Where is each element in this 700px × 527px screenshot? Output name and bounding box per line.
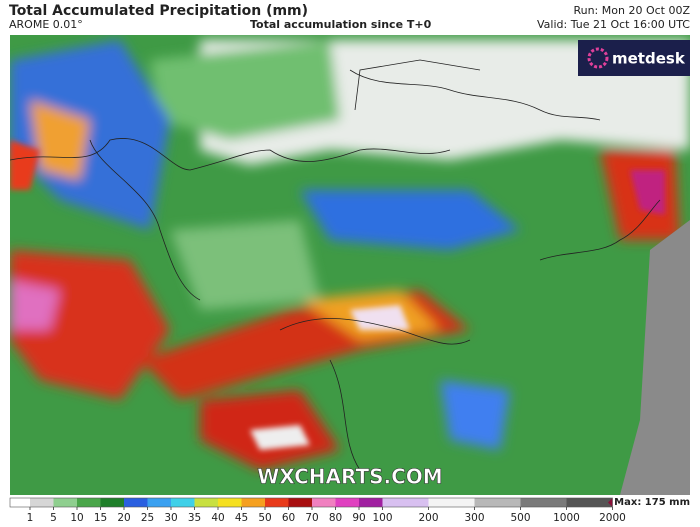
watermark: WXCHARTS.COM <box>257 465 442 489</box>
colorbar-segment <box>171 498 195 507</box>
colorbar-segment <box>312 498 336 507</box>
precip-map <box>10 35 690 495</box>
brand-logo: metdesk <box>578 40 690 76</box>
colorbar-segment <box>474 498 521 507</box>
colorbar-tick-label: 300 <box>464 512 484 524</box>
colorbar-segment <box>147 498 171 507</box>
colorbar-tick-label: 10 <box>70 512 83 524</box>
colorbar-segment <box>520 498 567 507</box>
colorbar-segment <box>30 498 54 507</box>
max-label: Max: 175 mm <box>614 497 690 508</box>
brand: metdesk <box>612 50 686 68</box>
colorbar-tick-label: 25 <box>141 512 154 524</box>
colorbar-tick-label: 30 <box>164 512 177 524</box>
colorbar-segment <box>428 498 475 507</box>
colorbar-tick-label: 35 <box>188 512 201 524</box>
colorbar-segment <box>288 498 312 507</box>
colorbar-segment <box>10 498 30 507</box>
colorbar-segment <box>566 498 613 507</box>
colorbar-tick-label: 60 <box>282 512 295 524</box>
colorbar-tick-label: 70 <box>305 512 318 524</box>
title: Total Accumulated Precipitation (mm) <box>9 3 308 19</box>
colorbar-tick-label: 45 <box>235 512 248 524</box>
colorbar-tick-label: 5 <box>50 512 57 524</box>
colorbar-arrow <box>608 498 613 507</box>
colorbar-segment <box>77 498 101 507</box>
colorbar-tick-label: 100 <box>372 512 392 524</box>
run: Run: Mon 20 Oct 00Z <box>573 4 690 17</box>
borders <box>10 59 661 471</box>
colorbar-segment <box>265 498 289 507</box>
colorbar-tick-label: 1 <box>27 512 34 524</box>
colorbar-segment <box>100 498 124 507</box>
colorbar-segment <box>241 498 265 507</box>
colorbar-tick-label: 50 <box>258 512 271 524</box>
colorbar-tick-label: 40 <box>211 512 224 524</box>
colorbar-tick-label: 2000 <box>599 512 626 524</box>
colorbar-tick-label: 15 <box>94 512 107 524</box>
colorbar-segment <box>382 498 429 507</box>
colorbar-segment <box>194 498 218 507</box>
colorbar-tick-label: 500 <box>510 512 530 524</box>
colorbar-tick-label: 90 <box>352 512 365 524</box>
subtitle: Total accumulation since T+0 <box>250 18 432 31</box>
colorbar-frame <box>9 497 613 508</box>
colorbar-segment <box>218 498 242 507</box>
colorbar-segment <box>124 498 148 507</box>
colorbar-segment <box>359 498 383 507</box>
colorbar-segment <box>53 498 77 507</box>
colorbar-tick-label: 20 <box>117 512 130 524</box>
colorbar: 1 5 10 15 20 25 30 35 40 45 50 60 70 80 90 100 200 300 500… <box>9 497 626 524</box>
colorbar-tick-label: 200 <box>418 512 438 524</box>
colorbar-tick-label: 1000 <box>553 512 580 524</box>
colorbar-segment <box>335 498 359 507</box>
colorbar-tick-label: 80 <box>329 512 342 524</box>
valid: Valid: Tue 21 Oct 16:00 UTC <box>537 18 690 31</box>
model: AROME 0.01° <box>9 18 83 31</box>
